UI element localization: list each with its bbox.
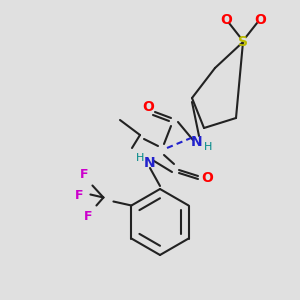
Text: H: H — [204, 142, 212, 152]
Text: O: O — [142, 100, 154, 114]
Text: F: F — [80, 168, 89, 181]
Text: O: O — [254, 13, 266, 27]
Text: O: O — [220, 13, 232, 27]
Text: H: H — [136, 153, 144, 163]
Text: S: S — [238, 35, 248, 49]
Text: N: N — [191, 135, 203, 149]
Text: F: F — [84, 210, 93, 223]
Text: F: F — [75, 189, 84, 202]
Text: O: O — [201, 171, 213, 185]
Text: N: N — [144, 156, 156, 170]
